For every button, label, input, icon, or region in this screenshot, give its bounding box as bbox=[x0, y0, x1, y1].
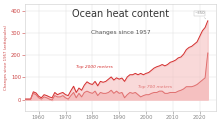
Y-axis label: Changes since 1957 (zettajoules): Changes since 1957 (zettajoules) bbox=[4, 25, 8, 90]
Text: Ocean heat content: Ocean heat content bbox=[72, 10, 169, 19]
Text: ~350: ~350 bbox=[194, 11, 206, 19]
Text: Top 700 meters: Top 700 meters bbox=[138, 85, 172, 89]
Text: Changes since 1957: Changes since 1957 bbox=[91, 30, 150, 35]
Text: Top 2000 meters: Top 2000 meters bbox=[76, 64, 113, 69]
